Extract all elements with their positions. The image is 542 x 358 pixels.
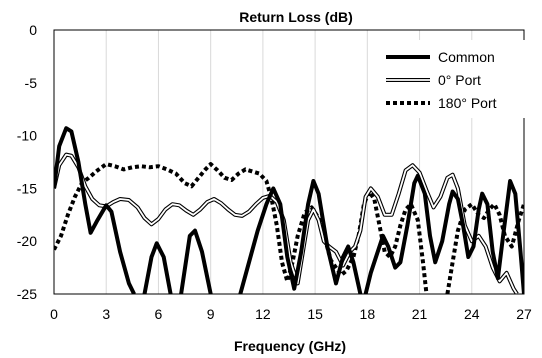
x-tick-label: 24 — [464, 306, 480, 322]
y-tick-label: -10 — [17, 128, 37, 144]
y-tick-label: -15 — [17, 180, 37, 196]
series-0-port — [54, 152, 519, 294]
legend-item: 0° Port — [386, 72, 481, 88]
y-tick-label: 0 — [29, 22, 37, 38]
series-common — [54, 126, 524, 294]
legend-label: 0° Port — [438, 72, 481, 88]
x-tick-label: 15 — [307, 306, 323, 322]
x-tick-label: 9 — [207, 306, 215, 322]
x-tick-label: 0 — [50, 306, 58, 322]
legend-item: 180° Port — [386, 95, 497, 111]
legend-label: 180° Port — [438, 95, 497, 111]
legend: Common 0° Port 180° Port — [378, 40, 526, 118]
y-tick-label: -20 — [17, 233, 37, 249]
y-tick-label: -25 — [17, 286, 37, 302]
x-axis-title: Frequency (GHz) — [234, 338, 346, 354]
chart-title: Return Loss (dB) — [239, 9, 353, 25]
series-line — [54, 126, 524, 294]
series-layer — [54, 126, 524, 294]
y-tick-label: -5 — [25, 75, 38, 91]
x-tick-label: 3 — [102, 306, 110, 322]
x-tick-label: 6 — [155, 306, 163, 322]
series-line — [54, 153, 518, 294]
x-tick-label: 21 — [412, 306, 428, 322]
legend-item: Common — [386, 49, 495, 65]
x-tick-labels: 0 3 6 9 12 15 18 21 24 27 — [50, 306, 532, 322]
x-tick-label: 27 — [516, 306, 532, 322]
legend-label: Common — [438, 49, 495, 65]
y-tick-labels: 0 -5 -10 -15 -20 -25 — [17, 22, 37, 302]
x-tick-label: 18 — [360, 306, 376, 322]
plot-frame — [53, 29, 525, 295]
x-tick-label: 12 — [255, 306, 271, 322]
